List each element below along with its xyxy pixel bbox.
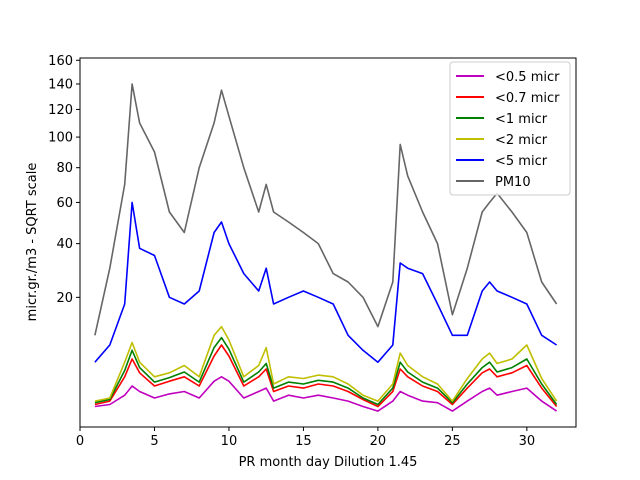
legend-label: PM10: [495, 175, 531, 190]
series-line-4: [94, 201, 558, 364]
y-tick-label: 60: [56, 196, 73, 211]
legend-box: [449, 61, 571, 196]
legend-label: <0.7 micr: [495, 91, 560, 106]
legend-label: <5 micr: [495, 154, 548, 169]
x-tick-label: 20: [370, 434, 387, 449]
x-axis-label: PR month day Dilution 1.45: [239, 455, 418, 470]
x-tick-label: 15: [295, 434, 312, 449]
x-tick-label: 0: [76, 434, 84, 449]
legend: <0.5 micr <0.7 micr <1 micr <2 micr <5 micr P…: [449, 61, 571, 196]
x-tick-label: 5: [150, 434, 158, 449]
x-axis: 0 5 10 15 20 25 30: [76, 427, 535, 449]
x-tick-label: 30: [519, 434, 536, 449]
y-tick-label: 160: [48, 54, 73, 69]
y-axis: 20 40 60 80 100 120 140 160: [48, 54, 80, 306]
legend-label: <0.5 micr: [495, 70, 560, 85]
y-tick-label: 40: [56, 237, 73, 252]
legend-label: <2 micr: [495, 133, 548, 148]
y-tick-label: 20: [56, 291, 73, 306]
y-tick-label: 80: [56, 161, 73, 176]
series-layer: [94, 83, 558, 412]
series-line-3: [94, 325, 558, 402]
x-tick-label: 10: [221, 434, 238, 449]
series-line-1: [94, 344, 558, 408]
x-tick-label: 25: [444, 434, 461, 449]
series-line-0: [94, 375, 558, 412]
plot-frame: [79, 57, 577, 428]
y-tick-label: 140: [48, 77, 73, 92]
y-tick-label: 120: [48, 103, 73, 118]
y-tick-label: 100: [48, 131, 73, 146]
y-axis-label: micr.gr./m3 - SQRT scale: [25, 163, 40, 322]
series-line-5: [94, 83, 558, 336]
legend-label: <1 micr: [495, 112, 548, 127]
series-line-2: [94, 336, 558, 406]
